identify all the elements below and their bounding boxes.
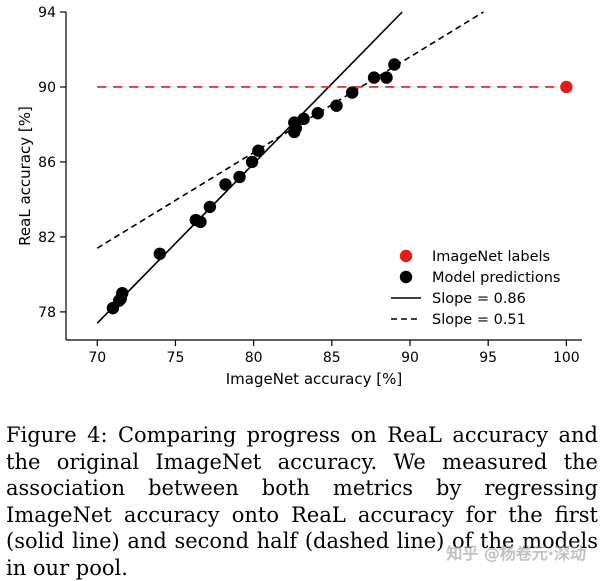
legend-label: ImageNet labels xyxy=(432,249,550,265)
model-prediction-point xyxy=(311,107,324,120)
legend-label: Model predictions xyxy=(432,270,560,286)
x-tick-label: 85 xyxy=(323,350,341,366)
y-tick-label: 78 xyxy=(38,305,56,321)
model-prediction-point xyxy=(345,86,359,99)
x-axis-title: ImageNet accuracy [%] xyxy=(226,370,402,388)
model-prediction-point xyxy=(252,144,265,157)
y-tick-label: 86 xyxy=(38,155,56,171)
watermark: 知乎 @杨卷元·深动 xyxy=(446,544,586,563)
x-tick-label: 75 xyxy=(167,350,185,366)
y-tick-label: 82 xyxy=(38,230,56,246)
legend-label: Slope = 0.51 xyxy=(432,312,526,328)
model-prediction-point xyxy=(203,200,217,214)
model-prediction-point xyxy=(245,155,259,169)
legend-marker xyxy=(399,270,413,284)
model-prediction-point xyxy=(380,71,393,84)
y-tick-label: 90 xyxy=(38,80,56,96)
x-tick-label: 95 xyxy=(479,350,497,366)
imagenet-labels-point xyxy=(560,80,573,94)
chart-axes: 70 75 80 85 90 95 100 78 82 86 90 94 ImageNet accura… xyxy=(16,5,582,388)
figure-caption: Figure 4: Comparing progress on ReaL acc… xyxy=(6,423,598,580)
model-prediction-point xyxy=(367,71,381,84)
model-prediction-point xyxy=(219,178,232,191)
model-prediction-point xyxy=(330,99,343,112)
model-prediction-point xyxy=(297,112,310,126)
y-tick-label: 94 xyxy=(38,5,56,21)
x-tick-label: 100 xyxy=(553,350,580,366)
legend-label: Slope = 0.86 xyxy=(432,291,526,307)
model-prediction-point xyxy=(288,116,301,129)
model-prediction-point xyxy=(116,286,129,300)
model-prediction-point xyxy=(194,215,207,229)
x-tick-label: 70 xyxy=(88,350,106,366)
y-axis-title: ReaL accuracy [%] xyxy=(16,106,34,246)
model-prediction-point xyxy=(153,247,167,260)
x-tick-label: 80 xyxy=(245,350,263,366)
data-points xyxy=(106,58,573,315)
regression-line-second-half xyxy=(96,11,484,249)
model-prediction-point xyxy=(388,58,401,71)
scatter-chart: 70 75 80 85 90 95 100 78 82 86 90 94 ImageNet accura… xyxy=(16,5,582,388)
chart-legend: ImageNet labels Model predictions Slope = … xyxy=(391,249,560,328)
legend-marker xyxy=(399,249,413,263)
x-tick-label: 90 xyxy=(401,350,419,366)
model-prediction-point xyxy=(233,170,246,184)
